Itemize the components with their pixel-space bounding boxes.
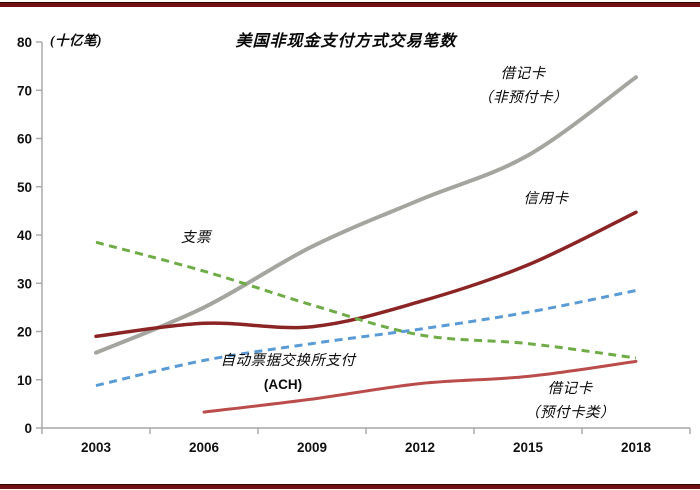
annotation-ach-line2: (ACH) xyxy=(264,377,302,392)
series-line-checks xyxy=(95,240,637,360)
y-axis-tick-label: 50 xyxy=(17,180,32,195)
y-axis-tick-label: 0 xyxy=(24,421,32,436)
bottom-border-rule xyxy=(0,484,700,489)
top-border-rule xyxy=(0,2,700,7)
y-axis-tick-label: 70 xyxy=(17,83,32,98)
series-lines xyxy=(94,75,638,414)
annotation-debit-non-prepaid-line2: （非预付卡） xyxy=(478,89,568,106)
x-axis-tick-label: 2015 xyxy=(513,440,544,455)
annotation-debit-prepaid-line2: （预付卡类） xyxy=(525,404,615,421)
series-line-credit-card xyxy=(94,210,638,339)
axes: 0 10 20 30 40 50 60 70 80 2003 2006 2009 2012 2015 201… xyxy=(17,35,691,455)
y-axis-tick-label: 60 xyxy=(17,132,32,147)
annotation-credit-card: 信用卡 xyxy=(524,190,570,207)
annotation-ach: 自动票据交换所支付 (ACH) xyxy=(221,352,358,392)
x-axis-tick-label: 2003 xyxy=(81,440,112,455)
annotation-ach-line1: 自动票据交换所支付 xyxy=(221,352,358,369)
annotation-checks: 支票 xyxy=(181,229,213,246)
y-axis-unit-label: (十亿笔) xyxy=(50,33,102,48)
x-axis-tick-label: 2009 xyxy=(297,440,327,455)
series-line-ach xyxy=(95,289,637,388)
annotation-checks-label: 支票 xyxy=(181,229,213,246)
chart-title: 美国非现金支付方式交易笔数 xyxy=(235,32,458,50)
annotation-credit-card-label: 信用卡 xyxy=(524,190,570,207)
y-axis-tick-label: 40 xyxy=(17,228,32,243)
y-axis-tick-label: 80 xyxy=(17,35,32,50)
y-axis-tick-label: 30 xyxy=(17,276,32,291)
annotation-debit-prepaid: 借记卡 （预付卡类） xyxy=(525,380,615,421)
x-axis-tick-label: 2012 xyxy=(405,440,435,455)
x-axis-tick-label: 2018 xyxy=(621,440,652,455)
x-axis-tick-label: 2006 xyxy=(189,440,220,455)
y-axis-tick-label: 20 xyxy=(17,325,32,340)
annotation-debit-non-prepaid: 借记卡 （非预付卡） xyxy=(478,65,568,106)
annotation-debit-non-prepaid-line1: 借记卡 xyxy=(501,65,547,82)
annotation-debit-prepaid-line1: 借记卡 xyxy=(548,380,594,397)
series-line-debit-prepaid xyxy=(202,359,638,414)
series-line-debit-non-prepaid xyxy=(94,75,638,355)
y-axis-tick-label: 10 xyxy=(17,373,32,388)
